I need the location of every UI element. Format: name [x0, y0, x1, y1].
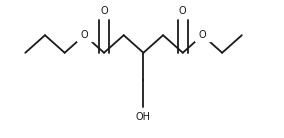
Bar [77, 28, 92, 41]
Text: O: O [81, 30, 88, 39]
Text: O: O [179, 6, 187, 16]
Text: O: O [199, 30, 206, 39]
Text: O: O [100, 6, 108, 16]
Text: OH: OH [136, 112, 151, 122]
Bar [195, 28, 210, 41]
